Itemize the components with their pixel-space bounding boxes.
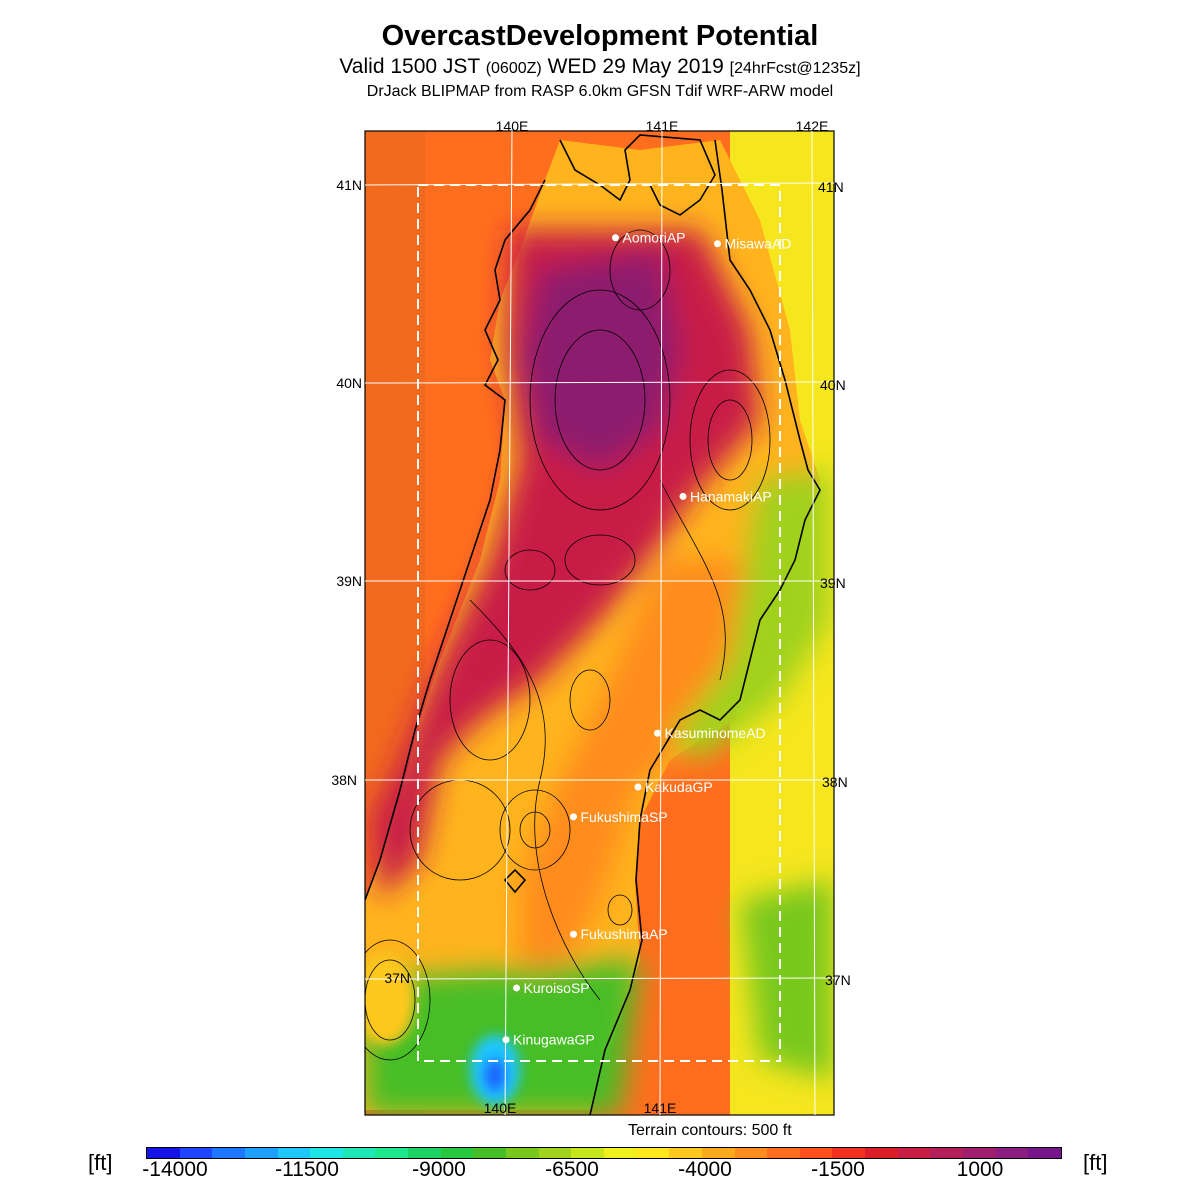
station-label: KinugawaGP bbox=[513, 1032, 595, 1048]
inner-domain-box bbox=[417, 184, 781, 1062]
colorbar bbox=[146, 1147, 1062, 1159]
station-marker bbox=[570, 813, 577, 821]
station-label: HanamakiAP bbox=[690, 488, 772, 504]
colorbar-cell bbox=[571, 1148, 604, 1158]
lon-label: 140E bbox=[484, 1100, 517, 1116]
lon-label: 141E bbox=[644, 1100, 677, 1116]
colorbar-cell bbox=[147, 1148, 180, 1158]
colorbar-cell bbox=[277, 1148, 311, 1158]
station-label: KasuminomeAD bbox=[665, 725, 766, 741]
colorbar-cell bbox=[1028, 1148, 1061, 1158]
lat-label: 39N bbox=[336, 573, 362, 589]
lon-label: 140E bbox=[496, 118, 529, 134]
colorbar-tick: -6500 bbox=[545, 1158, 599, 1181]
station-marker bbox=[634, 783, 642, 791]
colorbar-cell bbox=[963, 1148, 996, 1158]
terrain-contours bbox=[365, 229, 771, 1061]
station-marker bbox=[612, 234, 619, 242]
unit-label-right: [ft] bbox=[1083, 1150, 1108, 1175]
valid-time: Valid 1500 JST (0600Z) WED 29 May 2019 [… bbox=[0, 55, 1200, 79]
colorbar-cell bbox=[799, 1148, 833, 1158]
colorbar-cell bbox=[538, 1148, 572, 1158]
model-line: DrJack BLIPMAP from RASP 6.0km GFSN Tdif… bbox=[366, 83, 834, 100]
colorbar-tick: -4000 bbox=[678, 1158, 732, 1181]
colorbar-tick: 1000 bbox=[956, 1158, 1004, 1181]
colorbar-cell bbox=[342, 1148, 376, 1158]
lat-label: 40N bbox=[336, 375, 362, 391]
forecast-info: [24hrFcst@1235z] bbox=[729, 60, 861, 77]
colorbar-cell bbox=[603, 1148, 637, 1158]
station-label: KuroisoSP bbox=[524, 980, 590, 996]
colorbar-tick: -9000 bbox=[412, 1158, 466, 1181]
colorbar-cell bbox=[767, 1148, 800, 1158]
colorbar-cell bbox=[212, 1148, 245, 1158]
colorbar-cell bbox=[310, 1148, 343, 1158]
station-marker bbox=[502, 1036, 510, 1044]
chart-title: OvercastDevelopment Potential bbox=[381, 20, 819, 52]
colorbar-tick: -11500 bbox=[275, 1158, 339, 1181]
lon-label: 141E bbox=[646, 118, 679, 134]
colorbar-cell bbox=[506, 1148, 539, 1158]
lat-labels-left: 41N 40N 39N 38N 37N bbox=[331, 177, 410, 986]
colorbar-cell bbox=[636, 1148, 670, 1158]
sw-bump bbox=[365, 955, 415, 1045]
colorbar-cell bbox=[832, 1148, 866, 1158]
colorbar-tick: -1500 bbox=[811, 1158, 865, 1181]
colorbar-cell bbox=[865, 1148, 898, 1158]
lat-label: 37N bbox=[825, 972, 851, 988]
station-marker bbox=[654, 729, 661, 737]
colorbar-cell bbox=[440, 1148, 474, 1158]
mid-zone bbox=[520, 560, 760, 980]
lat-label: 39N bbox=[820, 575, 846, 591]
se-green bbox=[740, 880, 834, 1080]
graticule bbox=[364, 130, 835, 1116]
colorbar-cell bbox=[930, 1148, 964, 1158]
colorbar-cell bbox=[473, 1148, 507, 1158]
station-marker bbox=[570, 930, 577, 938]
peak-zone bbox=[520, 250, 680, 470]
colorbar-cell bbox=[179, 1148, 213, 1158]
colorbar-cell bbox=[897, 1148, 931, 1158]
lon-labels-top: 140E 141E 142E bbox=[496, 118, 829, 134]
colorbar-cell bbox=[701, 1148, 735, 1158]
station-marker bbox=[714, 240, 721, 248]
lat-label: 40N bbox=[820, 377, 846, 393]
station-layer: AomoriAP MisawaAD HanamakiAP KasuminomeAD Ka… bbox=[502, 230, 792, 1048]
map-frame bbox=[364, 130, 835, 1116]
station-label: AomoriAP bbox=[623, 230, 686, 246]
station-marker bbox=[679, 492, 687, 500]
lon-labels-bottom: 140E 141E bbox=[484, 1100, 677, 1116]
valid-date: WED 29 May 2019 bbox=[547, 55, 724, 78]
station-label: FukushimaSP bbox=[581, 809, 668, 825]
map-field bbox=[365, 131, 834, 1115]
station-label: FukushimaAP bbox=[581, 926, 668, 942]
lat-label: 37N bbox=[384, 970, 410, 986]
station-label: KakudaGP bbox=[645, 779, 713, 795]
lon-label: 142E bbox=[796, 118, 829, 134]
colorbar-cell bbox=[375, 1148, 409, 1158]
valid-zulu: (0600Z) bbox=[485, 60, 542, 77]
lat-labels-right: 41N 40N 39N 38N 37N bbox=[818, 179, 851, 988]
low-core bbox=[483, 1057, 507, 1093]
terrain-note: Terrain contours: 500 ft bbox=[628, 1122, 792, 1139]
lat-label: 38N bbox=[331, 772, 357, 788]
colorbar-cell bbox=[244, 1148, 278, 1158]
colorbar-cell bbox=[734, 1148, 768, 1158]
colorbar-cell bbox=[995, 1148, 1029, 1158]
colorbar-cell bbox=[408, 1148, 441, 1158]
coast-green bbox=[670, 470, 830, 760]
colorbar-cell bbox=[669, 1148, 702, 1158]
lat-label: 41N bbox=[336, 177, 362, 193]
station-label: MisawaAD bbox=[725, 236, 792, 252]
colorbar-tick: -14000 bbox=[142, 1158, 208, 1181]
valid-prefix: Valid 1500 JST bbox=[339, 55, 480, 78]
station-marker bbox=[513, 984, 520, 992]
lat-label: 41N bbox=[818, 179, 844, 195]
lat-label: 38N bbox=[822, 774, 848, 790]
unit-label-left: [ft] bbox=[88, 1150, 113, 1175]
